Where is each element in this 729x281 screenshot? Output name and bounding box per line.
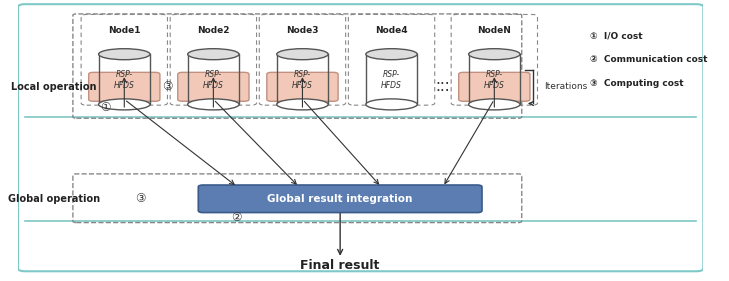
Ellipse shape <box>187 99 239 110</box>
Text: Global operation: Global operation <box>7 194 100 204</box>
FancyBboxPatch shape <box>459 72 530 101</box>
FancyBboxPatch shape <box>267 72 338 101</box>
FancyBboxPatch shape <box>89 72 160 101</box>
Text: ①: ① <box>101 101 111 114</box>
Text: Local operation: Local operation <box>11 82 96 92</box>
Text: Final result: Final result <box>300 259 380 272</box>
FancyBboxPatch shape <box>198 185 482 212</box>
Text: ②: ② <box>231 211 241 224</box>
Text: HFDS: HFDS <box>114 81 135 90</box>
Polygon shape <box>469 54 520 104</box>
Text: HFDS: HFDS <box>484 81 504 90</box>
Ellipse shape <box>98 99 150 110</box>
Polygon shape <box>98 54 150 104</box>
Polygon shape <box>187 54 239 104</box>
Polygon shape <box>366 54 417 104</box>
Text: ...: ... <box>436 79 451 94</box>
Polygon shape <box>277 54 328 104</box>
Text: ③: ③ <box>135 192 145 205</box>
FancyBboxPatch shape <box>18 4 703 271</box>
Text: RSP-: RSP- <box>486 70 503 79</box>
Text: HFDS: HFDS <box>292 81 313 90</box>
Ellipse shape <box>366 49 417 60</box>
Text: ③: ③ <box>163 80 173 93</box>
FancyBboxPatch shape <box>178 72 249 101</box>
Ellipse shape <box>98 49 150 60</box>
Text: RSP-: RSP- <box>294 70 311 79</box>
Ellipse shape <box>187 49 239 60</box>
Text: ②  Communication cost: ② Communication cost <box>590 55 708 64</box>
Text: RSP-: RSP- <box>383 70 400 79</box>
Text: RSP-: RSP- <box>205 70 222 79</box>
Text: Node2: Node2 <box>197 26 230 35</box>
Text: Node4: Node4 <box>375 26 408 35</box>
Text: RSP-: RSP- <box>116 70 133 79</box>
Text: HFDS: HFDS <box>203 81 224 90</box>
Text: Node1: Node1 <box>108 26 141 35</box>
Text: Node3: Node3 <box>286 26 319 35</box>
Text: ①  I/O cost: ① I/O cost <box>590 32 643 41</box>
Text: NodeN: NodeN <box>477 26 511 35</box>
Text: HFDS: HFDS <box>381 81 402 90</box>
Ellipse shape <box>469 99 520 110</box>
Ellipse shape <box>277 49 328 60</box>
Text: Global result integration: Global result integration <box>268 194 413 204</box>
Text: Iterations: Iterations <box>544 82 587 91</box>
Ellipse shape <box>277 99 328 110</box>
Text: ③  Computing cost: ③ Computing cost <box>590 79 684 88</box>
Text: ...: ... <box>436 72 451 87</box>
Ellipse shape <box>469 49 520 60</box>
Ellipse shape <box>366 99 417 110</box>
